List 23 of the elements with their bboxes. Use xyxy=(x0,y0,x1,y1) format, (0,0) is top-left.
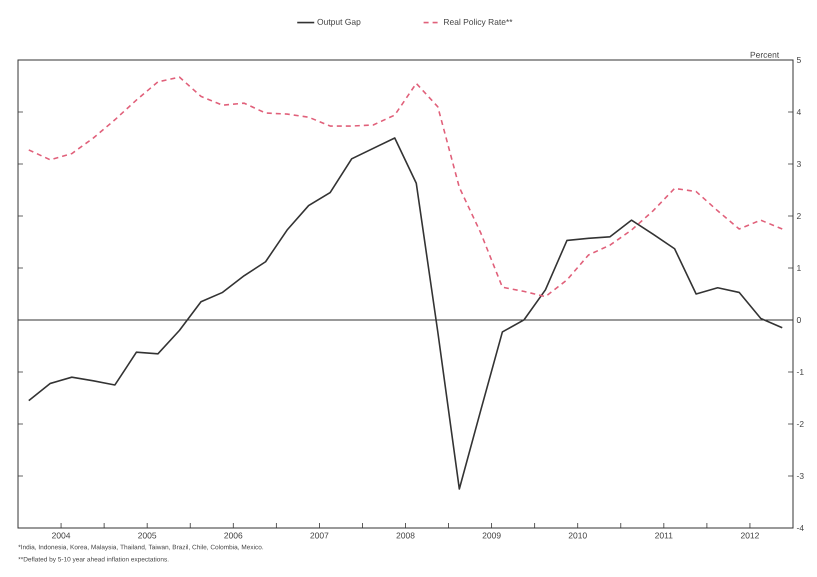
x-tick-label: 2010 xyxy=(568,532,587,538)
x-tick-label: 2008 xyxy=(396,532,415,538)
y-axis-title: Percent xyxy=(750,52,780,58)
y-tick-label: -1 xyxy=(796,369,804,375)
legend-label: Real Policy Rate** xyxy=(444,18,512,27)
y-tick-label: -3 xyxy=(796,472,804,479)
x-tick-label: 2012 xyxy=(740,532,759,538)
legend-label: Output Gap xyxy=(317,18,360,27)
y-tick-label: 2 xyxy=(796,213,801,219)
y-tick-label: 0 xyxy=(796,316,801,323)
y-tick-label: 3 xyxy=(796,161,801,167)
x-tick-label: 2005 xyxy=(138,532,156,538)
x-tick-label: 2006 xyxy=(224,532,242,538)
y-tick-label: -4 xyxy=(796,525,804,531)
y-tick-label: 4 xyxy=(796,109,801,115)
x-tick-label: 2004 xyxy=(52,532,70,538)
x-tick-label: 2011 xyxy=(655,532,673,538)
line-series xyxy=(28,76,784,298)
y-tick-label: 5 xyxy=(796,57,801,63)
y-tick-label: -2 xyxy=(796,421,804,427)
x-tick-label: 2009 xyxy=(482,532,501,538)
y-tick-label: 1 xyxy=(797,265,801,271)
x-tick-label: 2007 xyxy=(310,532,328,538)
